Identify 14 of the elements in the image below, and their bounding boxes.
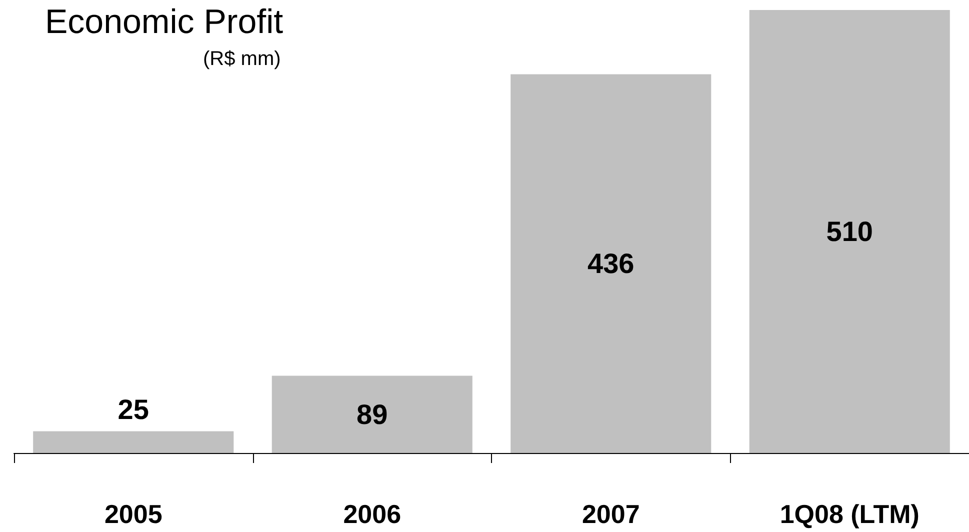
x-tick-label: 2005 bbox=[104, 499, 162, 529]
text: (R$ mm) bbox=[203, 48, 281, 70]
x-tick-label: 2007 bbox=[582, 499, 640, 529]
data-label: 25 bbox=[118, 394, 149, 425]
x-tick-label: 2006 bbox=[343, 499, 402, 529]
x-tick-label: 1Q08 (LTM) bbox=[780, 499, 920, 529]
bar bbox=[510, 74, 712, 453]
data-label: 436 bbox=[588, 248, 634, 280]
bar bbox=[33, 431, 234, 453]
bar bbox=[272, 376, 472, 453]
data-label: 89 bbox=[356, 398, 388, 430]
bar bbox=[749, 10, 950, 453]
chart-title: Economic Profit bbox=[45, 3, 284, 41]
data-label: 510 bbox=[826, 216, 873, 247]
